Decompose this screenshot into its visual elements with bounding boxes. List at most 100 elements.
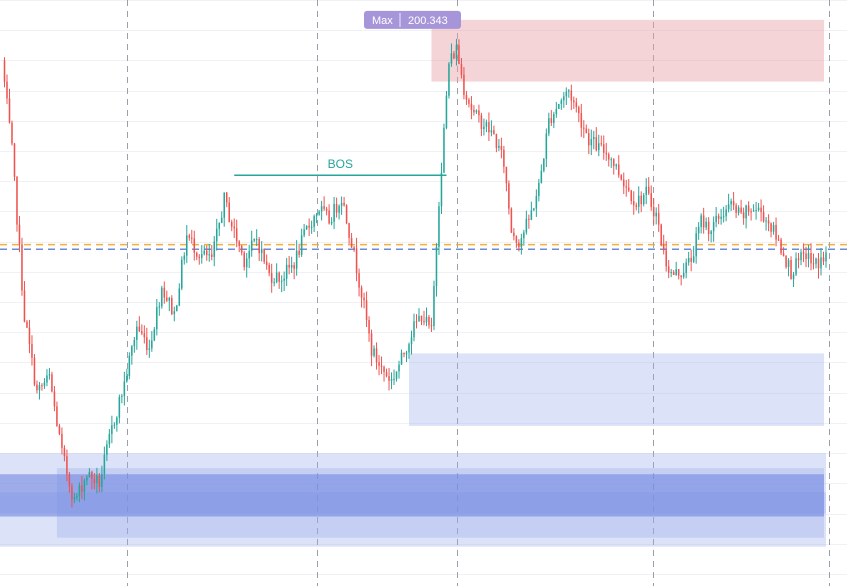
candles[interactable]	[3, 38, 827, 508]
candle-up	[490, 130, 493, 133]
candle-up	[38, 385, 41, 391]
candle-up	[772, 224, 775, 232]
bos-marker: BOS	[234, 157, 447, 176]
candle-down	[750, 211, 752, 213]
candle-up	[525, 218, 528, 233]
candle-down	[198, 256, 201, 258]
candle-up	[181, 259, 183, 289]
candle-up	[455, 45, 458, 59]
candle-up	[523, 232, 525, 239]
candle-down	[53, 391, 56, 407]
candle-down	[68, 474, 71, 487]
candle-up	[687, 257, 690, 263]
candle-up	[498, 145, 500, 148]
candle-down	[163, 287, 166, 298]
candle-down	[802, 252, 805, 254]
candle-up	[203, 250, 206, 255]
max-tag-label: Max	[372, 15, 393, 27]
candle-up	[86, 477, 88, 481]
candle-up	[245, 258, 248, 268]
candle-down	[238, 241, 240, 247]
candle-down	[707, 221, 710, 235]
candle-up	[555, 108, 558, 115]
candle-down	[652, 207, 655, 217]
candle-up	[300, 235, 303, 255]
candle-up	[400, 352, 403, 365]
candle-down	[210, 254, 213, 257]
candle-down	[595, 137, 598, 151]
candle-down	[468, 99, 470, 104]
candle-down	[797, 258, 800, 261]
candle-down	[278, 272, 280, 282]
candle-up	[543, 158, 545, 171]
candle-up	[800, 252, 802, 261]
candle-up	[538, 182, 540, 197]
candle-up	[438, 206, 440, 247]
candle-up	[722, 216, 725, 218]
candle-up	[560, 100, 563, 105]
candle-down	[513, 232, 515, 237]
candle-up	[108, 433, 111, 445]
candle-up	[815, 258, 817, 264]
candle-up	[787, 260, 790, 268]
candle-down	[500, 145, 503, 150]
candle-down	[188, 235, 191, 238]
candle-down	[420, 315, 423, 321]
candle-down	[473, 109, 475, 113]
candle-down	[632, 201, 635, 206]
candle-up	[215, 228, 218, 242]
candle-down	[600, 143, 603, 145]
candle-down	[343, 202, 345, 206]
candle-down	[428, 316, 430, 326]
candle-down	[205, 250, 208, 256]
candle-up	[483, 126, 485, 130]
candle-up	[553, 114, 555, 124]
candle-up	[186, 235, 188, 256]
candle-down	[380, 365, 383, 367]
candle-down	[635, 205, 638, 207]
candle-down	[345, 205, 348, 224]
candle-down	[777, 239, 780, 241]
candle-up	[106, 444, 108, 455]
candle-up	[395, 371, 398, 379]
max-tag-value: 200.343	[408, 15, 448, 27]
candle-down	[822, 257, 825, 262]
candle-down	[11, 122, 13, 144]
candle-down	[672, 271, 675, 276]
candle-up	[220, 217, 223, 223]
candle-up	[725, 209, 727, 217]
candle-down	[388, 376, 390, 381]
candle-up	[118, 396, 121, 418]
candle-up	[213, 241, 216, 257]
candle-down	[228, 202, 230, 222]
candle-up	[530, 210, 533, 220]
candle-down	[288, 264, 290, 268]
candle-up	[610, 159, 613, 161]
candle-up	[178, 288, 181, 306]
candle-down	[350, 237, 353, 248]
candle-down	[415, 321, 418, 323]
candle-up	[88, 471, 91, 478]
candle-down	[265, 261, 268, 266]
candle-up	[96, 475, 98, 484]
candle-down	[56, 406, 58, 426]
candle-up	[485, 122, 488, 127]
candle-down	[21, 244, 23, 291]
candle-down	[258, 239, 260, 254]
candle-up	[338, 205, 340, 213]
candle-up	[807, 253, 810, 260]
candle-up	[418, 315, 420, 322]
candle-down	[617, 164, 620, 176]
candle-up	[126, 375, 128, 382]
candle-down	[268, 265, 270, 274]
candle-up	[305, 225, 308, 230]
candle-down	[358, 273, 360, 288]
candle-down	[625, 186, 628, 188]
candle-down	[308, 225, 310, 228]
candle-down	[742, 212, 745, 219]
candle-up	[755, 210, 757, 212]
candle-up	[153, 329, 156, 341]
candle-up	[303, 229, 305, 236]
candle-down	[602, 144, 605, 153]
